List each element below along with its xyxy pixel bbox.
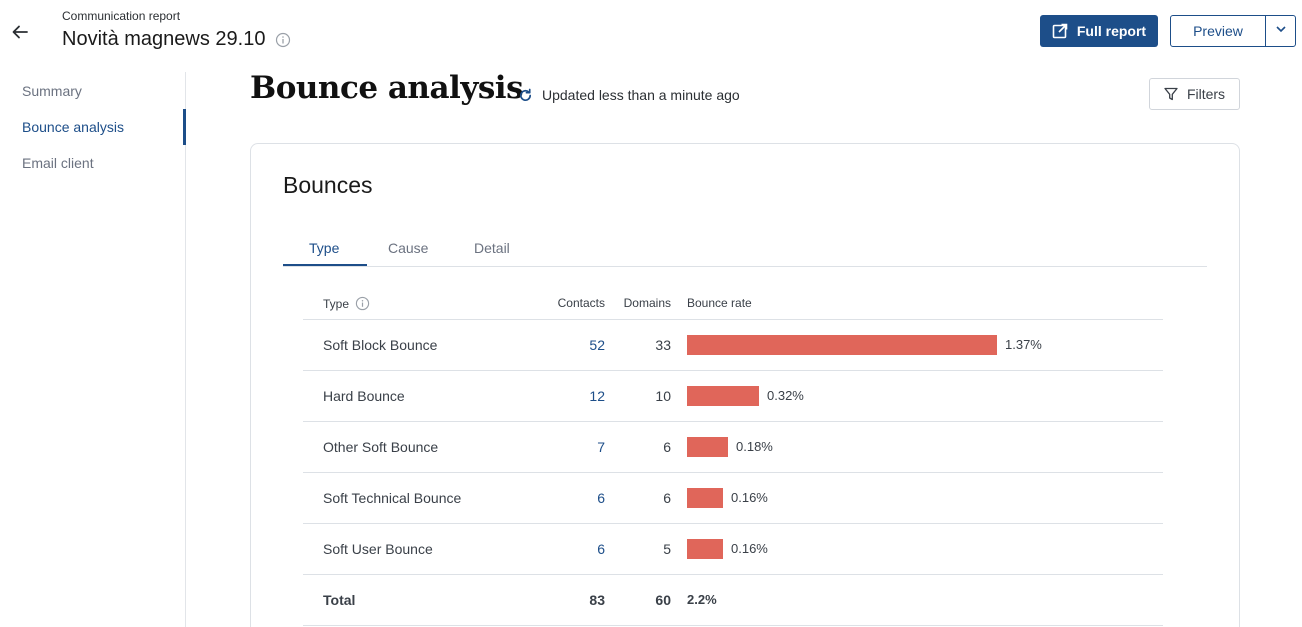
cell-contacts-link[interactable]: 12	[589, 388, 605, 404]
card-title: Bounces	[283, 172, 373, 198]
tab-cause[interactable]: Cause	[388, 240, 429, 256]
column-header-contacts: Contacts	[557, 296, 605, 310]
cell-total-domains: 60	[655, 592, 671, 608]
sidebar-item-email-client[interactable]: Email client	[22, 155, 94, 171]
preview-button[interactable]: Preview	[1170, 15, 1266, 47]
sidebar	[0, 72, 186, 627]
filters-button[interactable]: Filters	[1149, 78, 1240, 110]
tab-active-underline	[283, 264, 367, 266]
full-report-button[interactable]: Full report	[1040, 15, 1158, 47]
bounce-rate-bar	[687, 539, 723, 559]
bounce-rate-bar	[687, 437, 728, 457]
cell-domains: 6	[663, 439, 671, 455]
column-header-type-label: Type	[323, 296, 350, 311]
cell-contacts-link[interactable]: 52	[589, 337, 605, 353]
info-icon[interactable]	[275, 32, 291, 48]
bounce-rate-label: 0.16%	[731, 490, 768, 505]
tab-detail[interactable]: Detail	[474, 240, 510, 256]
table-row: Other Soft Bounce 7 6 0.18%	[303, 422, 1163, 473]
title-row: Novità magnews 29.10	[62, 28, 291, 51]
column-header-bounce-rate: Bounce rate	[687, 296, 752, 310]
cell-domains: 10	[655, 388, 671, 404]
table-row: Hard Bounce 12 10 0.32%	[303, 371, 1163, 422]
updated-text: Updated less than a minute ago	[542, 87, 740, 103]
cell-type: Soft Technical Bounce	[323, 490, 462, 506]
table-row: Soft User Bounce 6 5 0.16%	[303, 524, 1163, 575]
refresh-icon[interactable]	[518, 88, 533, 103]
preview-dropdown-button[interactable]	[1265, 15, 1296, 47]
bounce-rate-label: 1.37%	[1005, 337, 1042, 352]
filter-icon	[1164, 87, 1178, 101]
cell-contacts-link[interactable]: 6	[597, 490, 605, 506]
bounces-card	[250, 143, 1240, 627]
bounce-rate-label: 0.16%	[731, 541, 768, 556]
external-link-icon	[1052, 23, 1068, 39]
cell-total-label: Total	[323, 592, 356, 608]
cell-type: Soft Block Bounce	[323, 337, 438, 353]
cell-contacts-link[interactable]: 6	[597, 541, 605, 557]
sidebar-active-indicator	[183, 109, 186, 145]
bounce-rate-bar	[687, 386, 759, 406]
info-icon[interactable]	[355, 296, 370, 311]
full-report-label: Full report	[1076, 23, 1147, 39]
header-divider	[303, 319, 1163, 320]
tab-type[interactable]: Type	[309, 240, 340, 256]
cell-type: Other Soft Bounce	[323, 439, 439, 455]
table-total-row: Total 83 60 2.2%	[303, 575, 1163, 626]
cell-total-contacts: 83	[589, 592, 605, 608]
bounce-rate-label: 0.18%	[736, 439, 773, 454]
chevron-down-icon	[1275, 22, 1287, 40]
bounce-rate-bar	[687, 488, 723, 508]
page-title: Bounce analysis	[250, 70, 524, 106]
tab-bar: Type Cause Detail	[283, 230, 1207, 267]
cell-total-rate: 2.2%	[687, 592, 717, 607]
communication-title: Novità magnews 29.10	[62, 28, 266, 50]
sidebar-item-summary[interactable]: Summary	[22, 83, 82, 99]
column-header-type: Type	[323, 296, 370, 311]
back-arrow-icon[interactable]	[8, 20, 32, 44]
bounce-rate-label: 0.32%	[767, 388, 804, 403]
bounce-rate-bar	[687, 335, 997, 355]
table-row: Soft Technical Bounce 6 6 0.16%	[303, 473, 1163, 524]
cell-contacts-link[interactable]: 7	[597, 439, 605, 455]
cell-domains: 33	[655, 337, 671, 353]
table-row: Soft Block Bounce 52 33 1.37%	[303, 320, 1163, 371]
cell-type: Hard Bounce	[323, 388, 405, 404]
updated-status: Updated less than a minute ago	[518, 87, 740, 103]
cell-domains: 5	[663, 541, 671, 557]
cell-type: Soft User Bounce	[323, 541, 433, 557]
filters-label: Filters	[1186, 86, 1226, 102]
cell-domains: 6	[663, 490, 671, 506]
column-header-domains: Domains	[623, 296, 671, 310]
breadcrumb: Communication report	[62, 9, 181, 23]
sidebar-item-bounce-analysis[interactable]: Bounce analysis	[22, 119, 124, 135]
